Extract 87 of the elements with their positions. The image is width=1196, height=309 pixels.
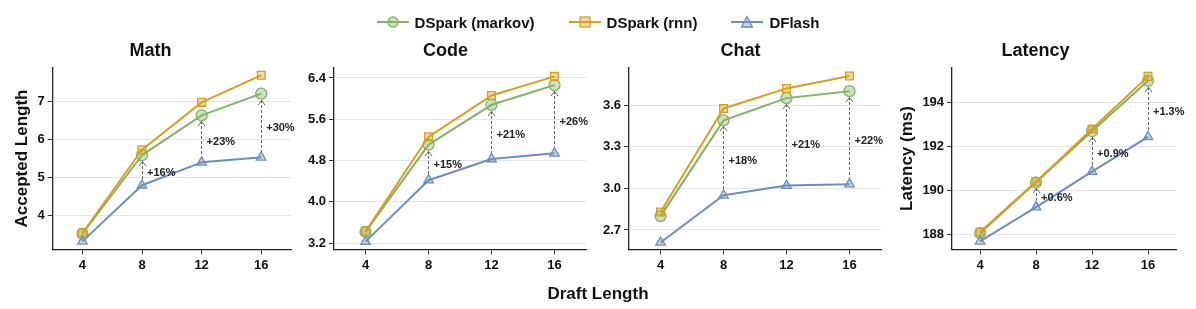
annotation: +18%: [728, 153, 758, 166]
legend-label: DSpark (rnn): [606, 13, 698, 31]
point: [1086, 165, 1098, 175]
y-tick-label: 5: [37, 169, 45, 185]
point: [781, 83, 792, 93]
text: Draft Length: [546, 284, 650, 304]
x-tick-label: 16: [253, 256, 269, 272]
point: [255, 87, 268, 100]
point: [656, 207, 666, 217]
point: [136, 179, 148, 189]
annotation: +21%: [791, 137, 821, 150]
point: [486, 90, 497, 101]
point: [255, 151, 267, 161]
x-tick-label: 12: [484, 256, 499, 272]
point: [655, 236, 666, 246]
y-axis-title: Latency (ms): [896, 106, 916, 211]
x-tick-label: 16: [547, 256, 562, 272]
x-tick-label: 12: [779, 256, 794, 272]
point: [486, 152, 497, 163]
y-tick-label: 7: [37, 92, 45, 108]
y-tick-label: 4.0: [307, 193, 327, 209]
point: [780, 91, 793, 105]
point: [781, 179, 792, 189]
x-tick-label: 8: [719, 256, 728, 272]
point: [717, 114, 730, 127]
annotation: +26%: [559, 115, 589, 128]
point: [1087, 124, 1097, 134]
point: [974, 235, 986, 245]
point: [256, 70, 266, 80]
y-tick-label: 3.3: [602, 138, 622, 154]
point: [195, 109, 208, 122]
y-tick-label: 6.4: [307, 69, 327, 85]
point: [196, 156, 208, 166]
y-tick-label: 3.6: [602, 96, 622, 112]
point: [1030, 200, 1042, 211]
chart-title: Code: [423, 39, 468, 60]
x-tick-label: 16: [1140, 256, 1156, 272]
annotation: +15%: [433, 158, 463, 171]
y-tick-label: 3.2: [307, 234, 327, 250]
y-tick-label: 4: [37, 207, 46, 223]
annotation: +22%: [854, 133, 884, 146]
point: [549, 147, 560, 157]
x-tick-label: 8: [138, 256, 146, 272]
point: [424, 132, 434, 142]
annotation: +16%: [147, 166, 176, 179]
x-tick-label: 12: [1084, 256, 1100, 272]
annotation: +1.3%: [1153, 104, 1185, 117]
x-tick-label: 8: [1032, 256, 1040, 272]
x-tick-label: 12: [194, 256, 209, 272]
chart-title: Math: [129, 39, 172, 60]
x-tick-label: 8: [424, 256, 433, 272]
point: [197, 97, 207, 107]
y-axis-title: Accepted Length: [11, 89, 31, 228]
point: [1142, 130, 1154, 141]
chart-title: Chat: [720, 39, 761, 60]
y-tick-label: 2.7: [602, 221, 622, 237]
annotation: +23%: [206, 134, 236, 147]
point: [137, 145, 147, 155]
x-tick-label: 16: [842, 256, 857, 272]
y-tick-label: 3.0: [602, 179, 622, 195]
point: [360, 235, 371, 246]
annotation: +30%: [266, 121, 295, 134]
y-tick-label: 194: [922, 94, 945, 110]
y-tick-label: 6: [37, 130, 45, 146]
legend-label: DFlash: [769, 13, 820, 31]
legend-label: DSpark (markov): [414, 13, 535, 31]
x-tick-label: 4: [656, 256, 665, 272]
point: [719, 104, 729, 114]
point: [549, 71, 560, 81]
point: [718, 189, 729, 199]
y-tick-label: 188: [922, 225, 945, 241]
chart-title: Latency: [1001, 39, 1070, 60]
y-tick-label: 190: [922, 181, 945, 197]
point: [485, 98, 498, 111]
point: [843, 85, 856, 98]
x-tick-label: 4: [78, 256, 87, 272]
x-tick-label: 4: [976, 256, 985, 272]
y-tick-label: 5.6: [307, 110, 327, 126]
point: [423, 174, 434, 184]
y-tick-label: 4.8: [307, 152, 327, 168]
y-tick-label: 192: [922, 138, 945, 154]
point: [1143, 71, 1153, 81]
point: [77, 235, 88, 245]
point: [844, 178, 855, 188]
annotation: +21%: [496, 127, 526, 140]
point: [844, 71, 855, 81]
x-tick-label: 4: [361, 256, 370, 272]
